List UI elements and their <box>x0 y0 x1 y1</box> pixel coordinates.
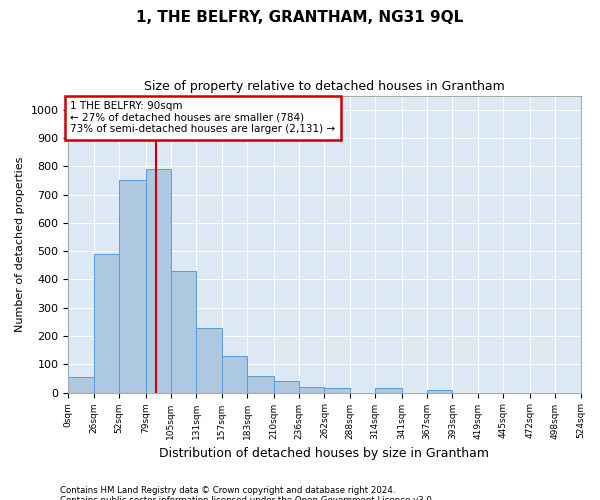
X-axis label: Distribution of detached houses by size in Grantham: Distribution of detached houses by size … <box>160 447 490 460</box>
Bar <box>119 180 146 392</box>
Bar <box>427 390 452 392</box>
Text: Contains public sector information licensed under the Open Government Licence v3: Contains public sector information licen… <box>60 496 434 500</box>
Text: 1 THE BELFRY: 90sqm
← 27% of detached houses are smaller (784)
73% of semi-detac: 1 THE BELFRY: 90sqm ← 27% of detached ho… <box>70 101 335 134</box>
Bar <box>146 169 171 392</box>
Bar <box>299 387 325 392</box>
Bar <box>68 377 94 392</box>
Bar <box>171 271 196 392</box>
Bar <box>94 254 119 392</box>
Bar <box>196 328 222 392</box>
Text: 1, THE BELFRY, GRANTHAM, NG31 9QL: 1, THE BELFRY, GRANTHAM, NG31 9QL <box>136 10 464 25</box>
Text: Contains HM Land Registry data © Crown copyright and database right 2024.: Contains HM Land Registry data © Crown c… <box>60 486 395 495</box>
Y-axis label: Number of detached properties: Number of detached properties <box>15 156 25 332</box>
Title: Size of property relative to detached houses in Grantham: Size of property relative to detached ho… <box>144 80 505 93</box>
Bar <box>325 388 350 392</box>
Bar <box>247 376 274 392</box>
Bar <box>274 382 299 392</box>
Bar <box>375 388 401 392</box>
Bar <box>222 356 247 393</box>
